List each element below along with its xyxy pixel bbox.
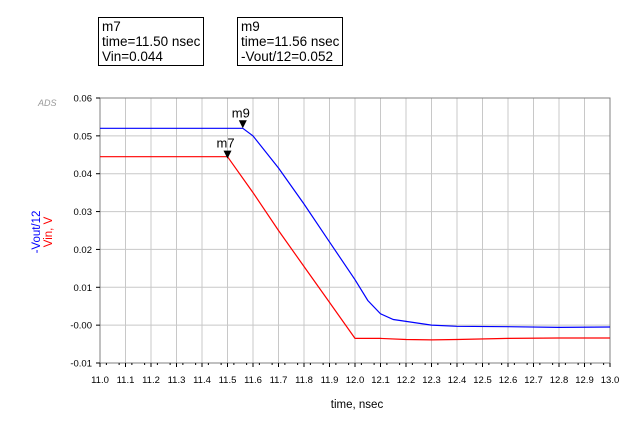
ads-watermark: ADS bbox=[37, 98, 57, 108]
x-tick-label: 11.5 bbox=[219, 375, 237, 386]
marker-label-m9: m9 bbox=[232, 105, 250, 120]
series-line-vin bbox=[100, 156, 610, 341]
marker-readout-time: time=11.56 nsec bbox=[241, 34, 340, 49]
x-tick-label: 11.0 bbox=[91, 375, 109, 386]
marker-readout-name: m9 bbox=[241, 19, 260, 34]
marker-readout-value: -Vout/12=0.052 bbox=[241, 49, 333, 64]
x-tick-label: 12.2 bbox=[397, 375, 416, 386]
x-tick-label: 12.9 bbox=[575, 375, 594, 386]
x-tick-label: 12.0 bbox=[346, 375, 365, 386]
x-tick-label: 11.4 bbox=[193, 375, 211, 386]
x-axis-ticks: 11.0 11.1 11.2 11.3 11.4 11.5 11.6 11.7 11.8 11.9… bbox=[91, 363, 619, 386]
marker-glyphs: m7 m9 bbox=[217, 105, 250, 159]
marker-triangle-m9 bbox=[238, 120, 247, 129]
x-tick-label: 11.1 bbox=[117, 375, 135, 386]
y-axis-label-vin: Vin, V bbox=[43, 216, 55, 247]
marker-readout-time: time=11.50 nsec bbox=[102, 34, 201, 49]
x-tick-label: 11.7 bbox=[270, 375, 288, 386]
x-tick-label: 12.8 bbox=[550, 375, 569, 386]
y-axis-ticks: 0.06 0.05 0.04 0.03 0.02 0.01 -0.00 -0.01 bbox=[70, 94, 100, 370]
y-tick-label: 0.05 bbox=[74, 131, 93, 142]
x-tick-label: 11.9 bbox=[321, 375, 339, 386]
x-axis-label: time, nsec bbox=[331, 399, 384, 411]
y-tick-label: -0.00 bbox=[70, 321, 92, 332]
y-tick-label: 0.06 bbox=[74, 94, 93, 105]
x-tick-label: 11.8 bbox=[295, 375, 313, 386]
y-tick-label: 0.03 bbox=[74, 207, 93, 218]
x-tick-label: 12.4 bbox=[448, 375, 467, 386]
series-line-vout bbox=[100, 127, 611, 329]
y-tick-label: 0.04 bbox=[74, 169, 93, 180]
x-tick-label: 11.3 bbox=[168, 375, 186, 386]
x-tick-label: 12.1 bbox=[371, 375, 390, 386]
grid bbox=[99, 97, 611, 364]
y-tick-label: 0.02 bbox=[74, 245, 93, 256]
marker-label-m7: m7 bbox=[217, 136, 235, 151]
marker-readout-m9: m9 time=11.56 nsec -Vout/12=0.052 bbox=[237, 17, 344, 66]
x-tick-label: 13.0 bbox=[601, 375, 620, 386]
series-lines bbox=[100, 127, 611, 341]
marker-triangle-m7 bbox=[223, 150, 232, 159]
marker-readout-m7: m7 time=11.50 nsec Vin=0.044 bbox=[98, 17, 205, 66]
x-tick-label: 11.2 bbox=[142, 375, 160, 386]
x-tick-label: 11.6 bbox=[244, 375, 262, 386]
marker-readout-name: m7 bbox=[102, 19, 121, 34]
y-tick-label: -0.01 bbox=[70, 359, 92, 370]
y-axis-label-vout: -Vout/12 bbox=[31, 211, 43, 254]
x-tick-label: 12.6 bbox=[499, 375, 518, 386]
x-tick-label: 12.3 bbox=[422, 375, 441, 386]
y-tick-label: 0.01 bbox=[74, 283, 93, 294]
marker-readout-value: Vin=0.044 bbox=[102, 49, 163, 64]
y-axis-label: -Vout/12 Vin, V bbox=[31, 211, 55, 254]
x-tick-label: 12.5 bbox=[473, 375, 492, 386]
x-tick-label: 12.7 bbox=[524, 375, 543, 386]
